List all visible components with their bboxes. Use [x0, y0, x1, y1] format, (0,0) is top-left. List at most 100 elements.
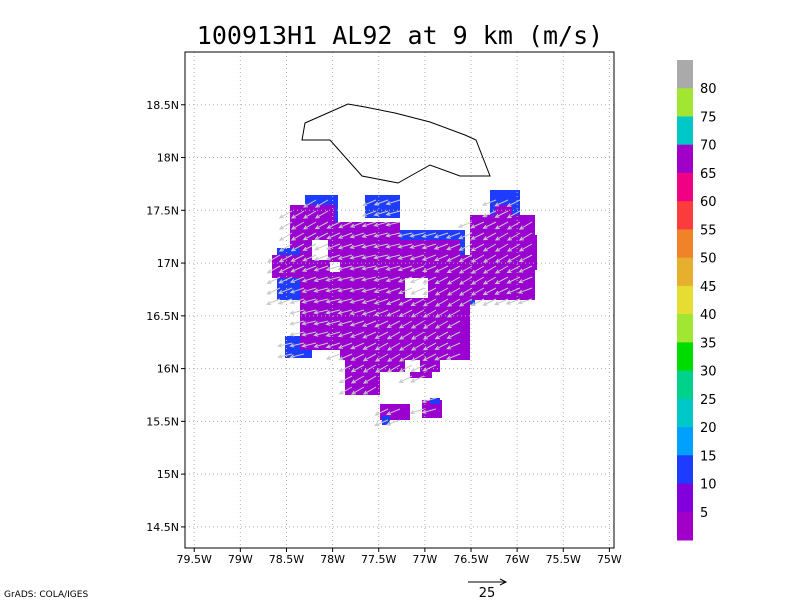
wind-vector — [278, 353, 293, 358]
wind-vector — [434, 243, 449, 250]
wind-vector — [314, 331, 329, 336]
wind-vector — [495, 221, 509, 230]
wind-vector-head — [446, 269, 452, 274]
wind-vector — [471, 276, 485, 285]
x-tick-label: 79.5W — [177, 553, 212, 566]
colorbar-label: 80 — [700, 82, 717, 97]
wind-vector-head — [277, 354, 283, 359]
wind-vector-head — [278, 236, 284, 241]
wind-vector — [302, 276, 317, 282]
wind-vector-head — [277, 289, 284, 294]
field-cell — [365, 195, 400, 218]
wind-vector-head — [349, 299, 355, 304]
wind-vector — [290, 342, 305, 347]
wind-vector — [290, 309, 305, 315]
wind-vector — [362, 210, 377, 217]
wind-vector — [423, 331, 437, 340]
wind-vector — [483, 221, 497, 229]
wind-vector — [338, 353, 353, 361]
wind-vector — [518, 276, 533, 283]
x-tick-label: 78W — [320, 553, 345, 566]
wind-vector — [362, 298, 377, 304]
wind-vector — [362, 199, 377, 206]
wind-vector-head — [506, 247, 512, 252]
wind-vector — [303, 243, 317, 251]
wind-vector — [399, 309, 413, 317]
wind-vector-head — [445, 234, 451, 239]
colorbar-label: 5 — [700, 506, 708, 521]
wind-vector — [387, 353, 401, 362]
wind-vector-head — [422, 302, 428, 307]
wind-vector — [326, 287, 341, 292]
wind-vector-head — [397, 233, 403, 238]
wind-vector — [483, 265, 497, 274]
wind-vector-head — [337, 344, 343, 349]
wind-vector — [399, 331, 413, 340]
wind-vector-head — [517, 289, 523, 294]
wind-vector — [386, 276, 401, 282]
wind-vector — [411, 342, 425, 351]
wind-vector — [459, 243, 473, 251]
wind-vector — [471, 232, 485, 240]
wind-vector — [338, 342, 353, 349]
wind-vector-head — [373, 233, 379, 238]
wind-vector-head — [337, 245, 343, 250]
wind-vector-head — [410, 367, 416, 372]
wind-vector — [447, 331, 461, 339]
wind-vector — [314, 287, 329, 292]
coastline-jamaica — [301, 103, 491, 184]
wind-vector — [435, 309, 449, 318]
wind-vector — [291, 243, 305, 252]
colorbar-label: 65 — [700, 167, 717, 182]
wind-vector — [267, 287, 281, 295]
wind-vector — [362, 320, 377, 327]
wind-vector — [386, 419, 401, 426]
colorbar-swatch — [677, 201, 693, 230]
colorbar-label: 75 — [700, 110, 717, 125]
wind-vector — [291, 221, 305, 230]
wind-vector-head — [398, 301, 404, 306]
wind-vector — [495, 210, 509, 218]
wind-vector-head — [422, 324, 428, 329]
wind-vector — [315, 199, 329, 208]
wind-vector-head — [409, 244, 415, 249]
colorbar-swatch — [677, 172, 693, 202]
wind-vector-head — [505, 300, 511, 305]
wind-vector-head — [446, 334, 452, 339]
wind-vector — [434, 232, 449, 238]
wind-vector-head — [313, 256, 319, 261]
wind-vector — [423, 342, 437, 351]
wind-vector-head — [470, 269, 476, 274]
wind-vector — [507, 276, 521, 284]
wind-vector — [374, 276, 389, 282]
wind-vector — [507, 221, 521, 230]
wind-vector-head — [350, 356, 356, 361]
vector-legend-arrowhead — [499, 578, 508, 586]
wind-vector — [267, 254, 281, 263]
wind-vector-head — [398, 335, 404, 340]
wind-vector-head — [446, 257, 452, 262]
wind-vector-head — [361, 266, 367, 271]
wind-vector-head — [482, 269, 488, 274]
wind-vector — [338, 298, 353, 303]
wind-vector — [278, 342, 293, 347]
wind-vector-head — [421, 398, 427, 404]
wind-vector-head — [325, 310, 331, 315]
wind-vector — [362, 276, 377, 281]
wind-vector — [363, 386, 377, 395]
wind-vector-head — [434, 324, 440, 329]
wind-vector — [495, 243, 509, 252]
wind-vector — [399, 320, 413, 329]
wind-vector — [350, 342, 365, 350]
wind-vector-head — [410, 346, 416, 351]
wind-vector-head — [494, 280, 500, 285]
wind-vector — [338, 232, 353, 239]
wind-vector-head — [398, 324, 404, 329]
y-tick-label: 17N — [157, 257, 179, 270]
wind-vector-head — [481, 201, 487, 206]
wind-vector — [315, 221, 329, 230]
wind-vector — [339, 364, 353, 372]
wind-vector — [494, 298, 509, 305]
wind-vector — [387, 320, 401, 328]
